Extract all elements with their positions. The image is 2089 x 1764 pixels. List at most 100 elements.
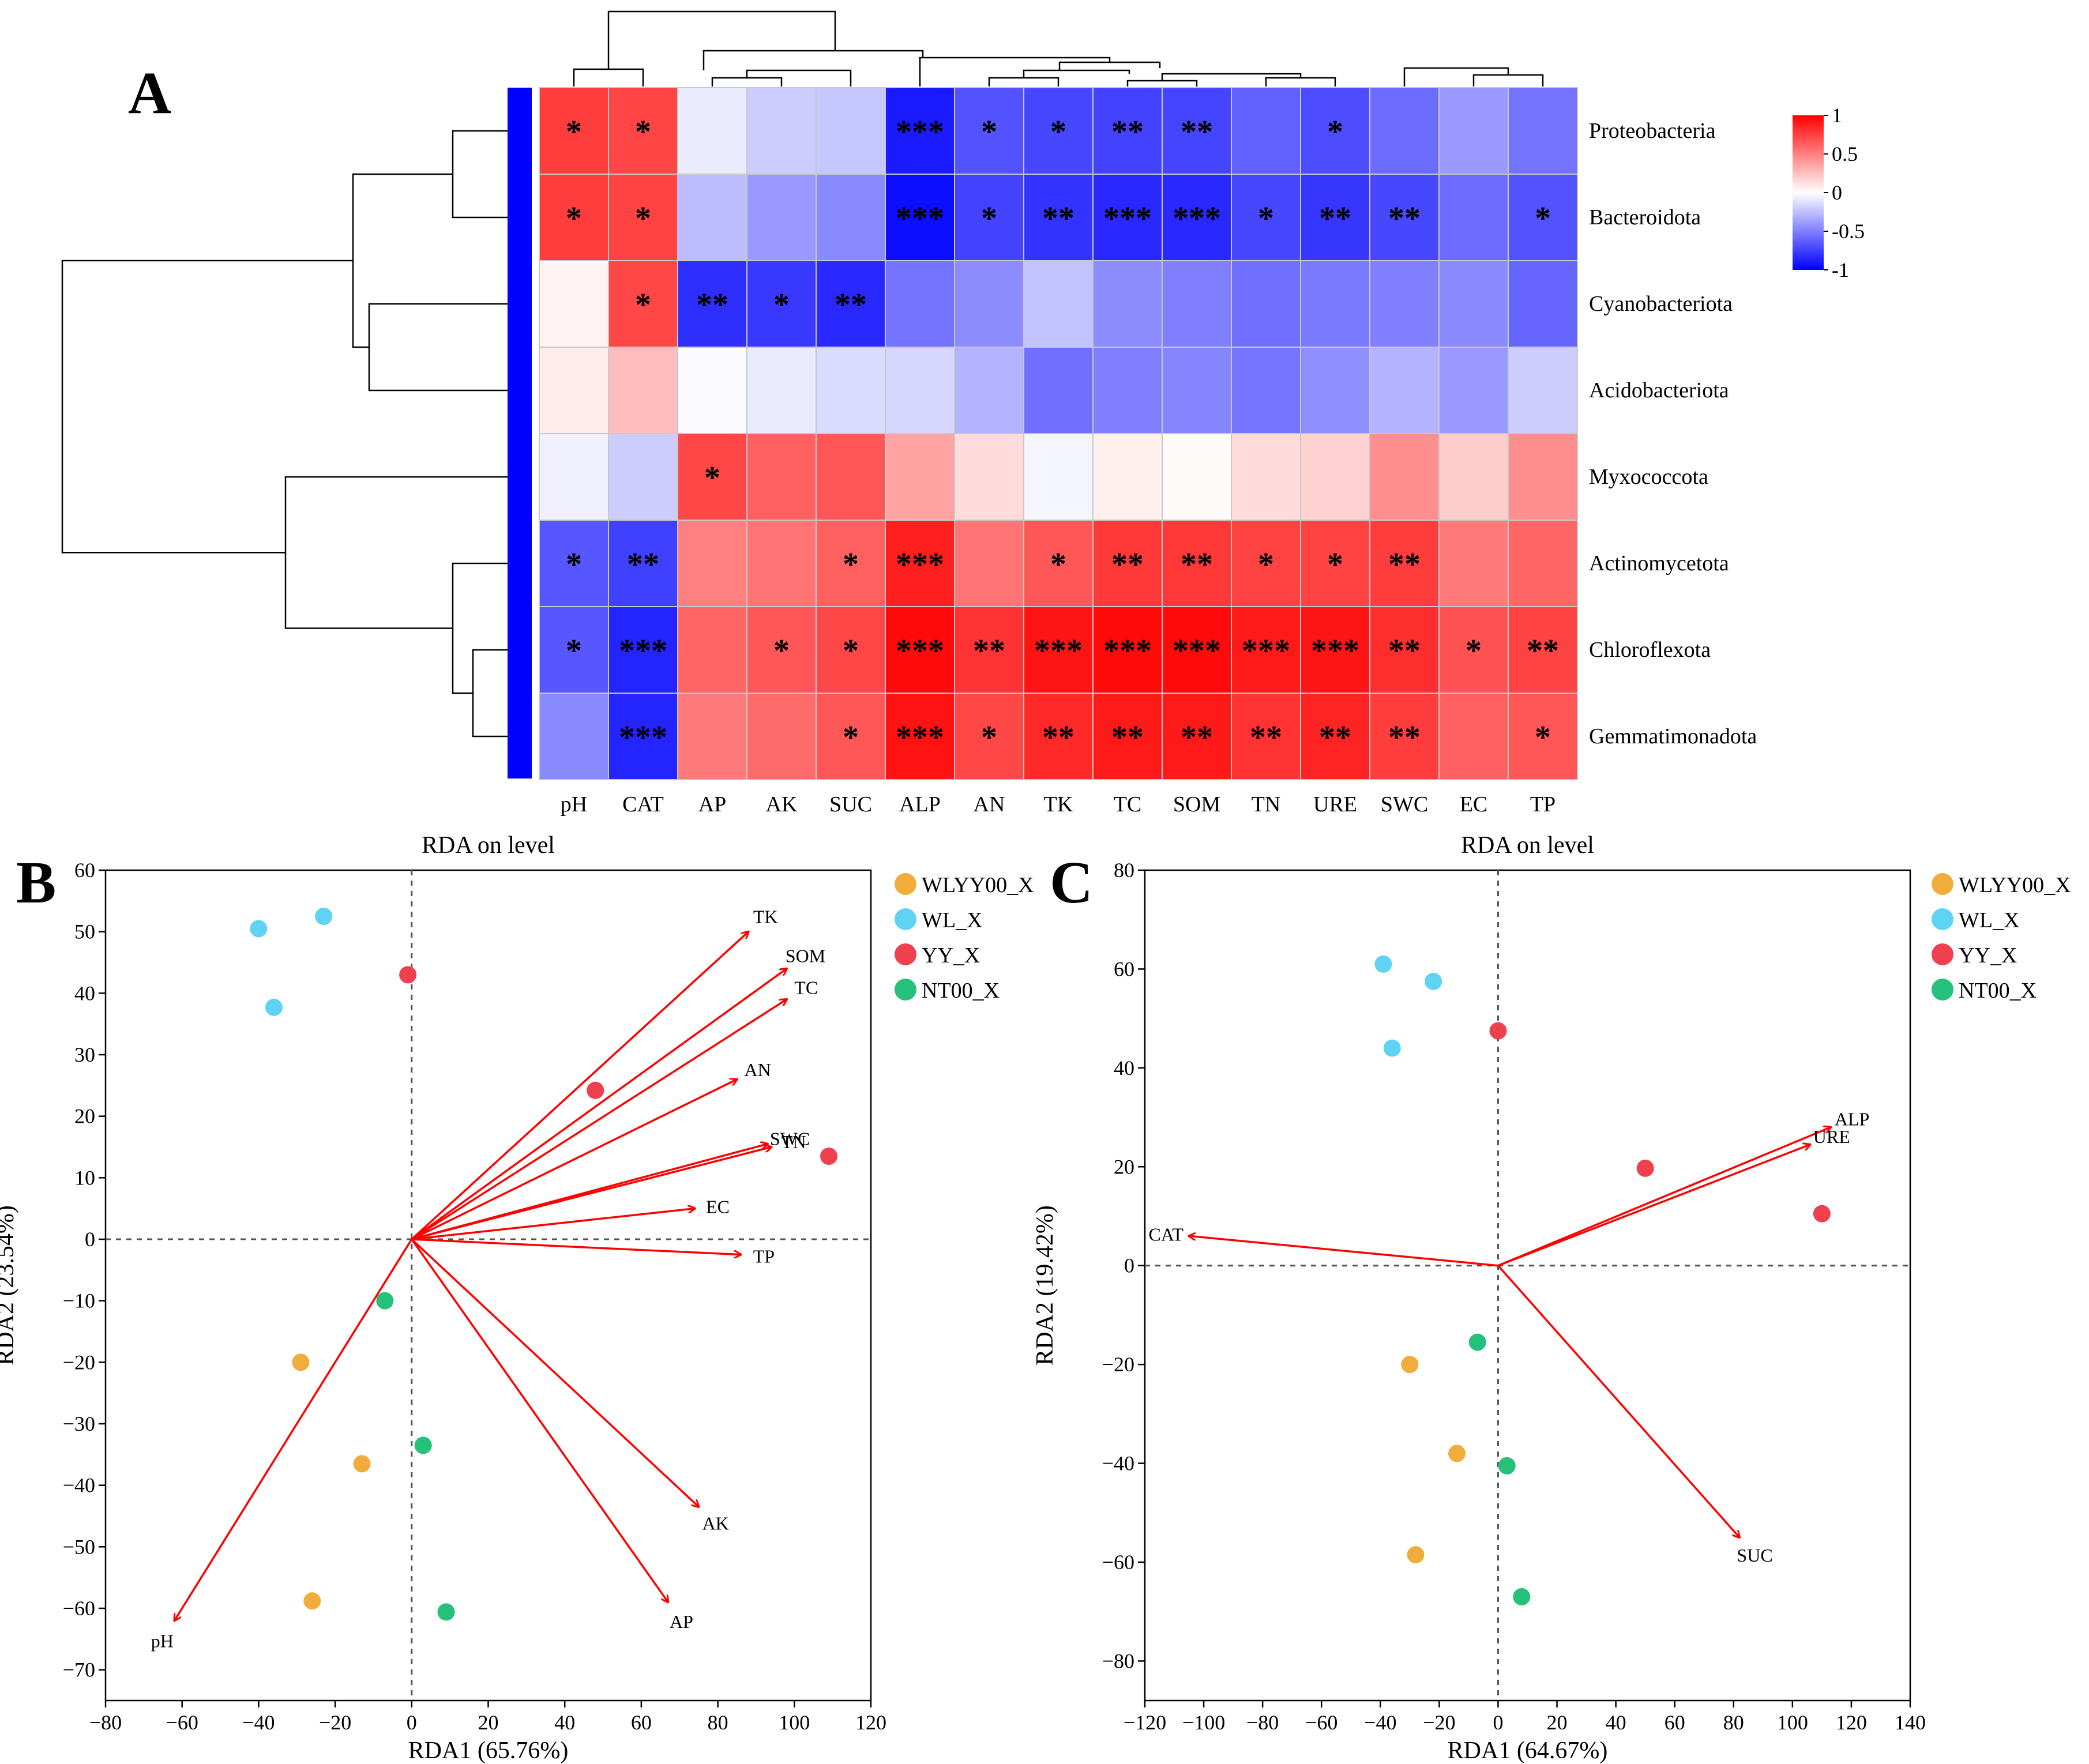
heatmap-cell <box>746 347 817 434</box>
y-tick-label: 40 <box>1114 1056 1134 1080</box>
y-tick-label: −70 <box>63 1658 95 1682</box>
heatmap-cell <box>1231 433 1301 521</box>
x-tick-label: 20 <box>478 1711 499 1734</box>
y-tick-label: 20 <box>1114 1155 1134 1178</box>
heatmap-cell <box>954 347 1024 434</box>
significance-label: *** <box>1103 201 1152 236</box>
y-tick-label: 30 <box>74 1043 95 1066</box>
column-dendrogram-branch <box>746 69 852 86</box>
data-point <box>1425 972 1442 990</box>
arrow-ak <box>411 1238 699 1507</box>
significance-label: ** <box>1181 547 1213 582</box>
y-tick-label: −80 <box>1102 1649 1134 1672</box>
data-point <box>292 1353 310 1371</box>
y-tick-label: −40 <box>1102 1452 1134 1475</box>
column-dendrogram-branch <box>702 50 924 70</box>
column-labels: pH CAT AP AK SUC ALP AN TK TC SOM TN URE SWC EC TP <box>561 792 1556 817</box>
heatmap-cell <box>677 87 747 175</box>
heatmap-cell <box>1300 260 1370 348</box>
heatmap-cell <box>677 433 747 521</box>
row-label: Acidobacteriota <box>1589 378 1729 403</box>
column-label: AP <box>698 792 727 817</box>
color-legend: 1 0.5 0 -0.5 -1 <box>1793 104 1865 281</box>
column-dendrogram-branch <box>1265 77 1336 86</box>
x-tick-label: 60 <box>1665 1711 1685 1734</box>
significance-label: ** <box>1111 114 1144 150</box>
heatmap-cell <box>1438 347 1509 434</box>
significance-label: * <box>1535 720 1551 755</box>
y-tick-label: 60 <box>1114 957 1134 980</box>
heatmap-cell <box>1162 174 1232 261</box>
column-dendrogram-branch <box>607 10 836 69</box>
heatmap-cell <box>608 693 678 780</box>
heatmap-cell <box>1369 260 1440 348</box>
row-dendrogram-branch <box>61 259 353 554</box>
heatmap-cell <box>816 606 886 694</box>
y-tick-label: −10 <box>63 1289 95 1312</box>
y-tick-label: −20 <box>1102 1353 1134 1376</box>
heatmap-cell <box>539 693 609 780</box>
column-label: SUC <box>829 792 872 817</box>
heatmap-cell <box>1300 433 1370 521</box>
x-tick-label: −80 <box>1246 1711 1279 1734</box>
significance-label: * <box>566 633 582 669</box>
x-tick-label: 120 <box>1836 1711 1867 1734</box>
arrow-label: TC <box>794 977 818 998</box>
x-tick-label: 140 <box>1895 1711 1926 1734</box>
heatmap-cell <box>816 347 886 434</box>
heatmap-cell <box>1300 87 1370 175</box>
y-tick-label: 0 <box>85 1228 95 1251</box>
x-tick-label: −60 <box>1305 1711 1337 1734</box>
row-label: Proteobacteria <box>1589 119 1716 143</box>
x-tick-label: −40 <box>1364 1711 1396 1734</box>
data-point <box>414 1436 432 1454</box>
data-point <box>265 998 283 1016</box>
row-label: Actinomycetota <box>1589 551 1729 576</box>
significance-label: ** <box>1042 720 1074 755</box>
column-label: pH <box>561 792 587 817</box>
legend-marker <box>895 873 916 895</box>
heatmap-cell <box>539 174 609 261</box>
column-label: SWC <box>1381 792 1428 817</box>
heatmap-cell <box>1300 347 1370 434</box>
significance-label: ** <box>1181 720 1213 755</box>
heatmap-cell <box>1438 260 1509 348</box>
arrow-tc <box>411 999 787 1240</box>
legend-label: WLYY00_X <box>922 873 1034 897</box>
legend-label: WL_X <box>922 908 983 932</box>
arrow-label: pH <box>151 1630 174 1651</box>
heatmap-cell <box>1369 606 1440 694</box>
significance-label: * <box>981 720 997 755</box>
heatmap-cell <box>1231 693 1301 780</box>
heatmap-cell <box>885 606 955 694</box>
heatmap-cell <box>677 693 747 780</box>
data-point <box>820 1148 838 1165</box>
column-label: TC <box>1114 792 1142 817</box>
significance-label: *** <box>1173 201 1221 236</box>
heatmap-cell <box>885 433 955 521</box>
heatmap-cell <box>677 260 747 348</box>
heatmap-cell <box>677 174 747 261</box>
heatmap-cell <box>1162 347 1232 434</box>
column-dendrogram-branch <box>1126 80 1198 86</box>
column-dendrogram-branch <box>1058 61 1161 70</box>
y-axis-label: RDA2 (19.42%) <box>1032 1205 1058 1366</box>
x-tick-label: −60 <box>166 1711 198 1734</box>
y-tick-label: 80 <box>1114 859 1134 882</box>
y-tick-label: −60 <box>63 1597 95 1620</box>
column-dendrogram <box>573 10 1544 86</box>
heatmap-cell <box>608 347 678 434</box>
heatmap-cell <box>1092 520 1163 607</box>
heatmap-cell <box>539 433 609 521</box>
panel-letter-a: A <box>128 60 171 126</box>
legend-tick-label: 0 <box>1832 181 1842 204</box>
significance-label: * <box>635 114 651 150</box>
legend-marker <box>895 908 916 930</box>
arrow-label: SUC <box>1737 1545 1772 1566</box>
heatmap-cell <box>954 433 1024 521</box>
x-tick-label: −120 <box>1124 1711 1166 1734</box>
x-tick-label: −20 <box>319 1711 351 1734</box>
heatmap-cell <box>885 87 955 175</box>
heatmap-cell <box>608 606 678 694</box>
column-label: AN <box>974 792 1005 817</box>
